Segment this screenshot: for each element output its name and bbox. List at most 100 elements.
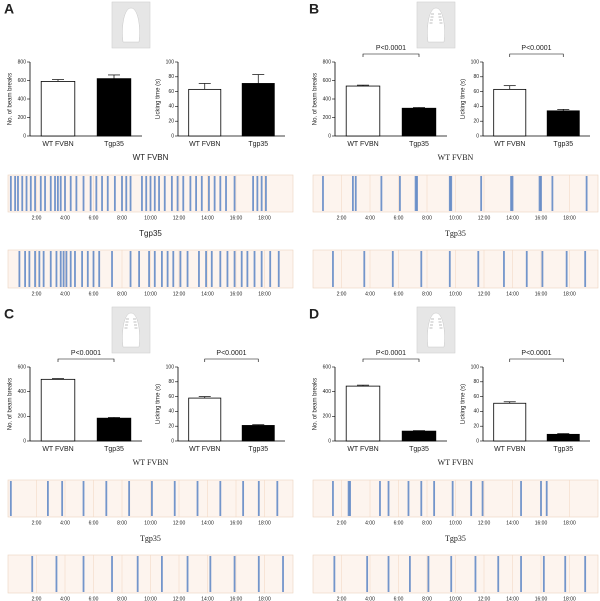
- y-tick-label: 100: [166, 364, 175, 370]
- y-tick-label: 0: [328, 438, 331, 444]
- y-tick-label: 800: [323, 59, 332, 65]
- x-tick-label: 6:00: [89, 215, 99, 221]
- bar: [493, 402, 527, 442]
- bar: [345, 85, 381, 137]
- significance-bracket: [204, 358, 259, 362]
- panel-label: C: [4, 306, 14, 322]
- y-axis-label: Licking time (s): [461, 384, 467, 424]
- x-tick-label: WT FVBN: [189, 141, 220, 148]
- x-tick-label: WT FVBN: [347, 141, 378, 148]
- y-tick-label: 400: [323, 96, 332, 102]
- icon-mouth: [427, 7, 445, 43]
- x-tick-label: 18:00: [258, 215, 271, 221]
- significance-bracket: [509, 358, 564, 362]
- y-tick-label: 20: [473, 424, 479, 430]
- x-tick-label: 12:00: [173, 291, 186, 297]
- y-tick-label: 60: [168, 394, 174, 400]
- x-tick-label: 8:00: [422, 596, 432, 601]
- x-tick-label: WT FVBN: [494, 141, 525, 148]
- x-tick-label: 4:00: [60, 215, 70, 221]
- y-axis-label: No. of beam breaks: [313, 378, 319, 430]
- timeline-title: Tgp35: [445, 229, 466, 238]
- x-tick-label: 16:00: [535, 291, 548, 297]
- x-tick-label: WT FVBN: [189, 446, 220, 453]
- x-tick-label: Tgp35: [248, 141, 268, 148]
- y-tick-label: 40: [168, 409, 174, 415]
- x-tick-label: Tgp35: [248, 446, 268, 453]
- x-tick-label: 4:00: [60, 520, 70, 526]
- x-tick-label: Tgp35: [104, 446, 124, 453]
- bar: [401, 107, 437, 137]
- y-tick-label: 0: [171, 438, 174, 444]
- y-tick-label: 400: [18, 96, 27, 102]
- bar: [188, 88, 222, 137]
- y-axis-label: No. of beam breaks: [8, 378, 14, 430]
- y-axis-label: Licking time (s): [156, 79, 162, 119]
- x-tick-label: 6:00: [89, 520, 99, 526]
- y-tick-label: 600: [323, 78, 332, 84]
- x-tick-label: Tgp35: [553, 446, 573, 453]
- y-tick-label: 800: [18, 59, 27, 65]
- y-tick-label: 20: [168, 119, 174, 125]
- x-tick-label: 10:00: [144, 215, 157, 221]
- p-value: P<0.0001: [521, 45, 551, 52]
- y-tick-label: 40: [473, 104, 479, 110]
- bar: [96, 78, 132, 137]
- x-tick-label: 10:00: [144, 291, 157, 297]
- timeline-title: Tgp35: [445, 534, 466, 543]
- significance-bracket: [57, 358, 115, 362]
- x-tick-label: WT FVBN: [494, 446, 525, 453]
- y-tick-label: 20: [473, 119, 479, 125]
- icon-mouth: [122, 7, 140, 43]
- x-tick-label: 6:00: [394, 291, 404, 297]
- x-tick-label: 16:00: [230, 291, 243, 297]
- x-tick-label: 18:00: [563, 291, 576, 297]
- x-tick-label: Tgp35: [409, 141, 429, 148]
- x-tick-label: 10:00: [449, 520, 462, 526]
- x-tick-label: 10:00: [449, 215, 462, 221]
- x-tick-label: 14:00: [506, 291, 519, 297]
- bar: [188, 397, 222, 442]
- x-tick-label: 12:00: [173, 596, 186, 601]
- x-tick-label: 6:00: [394, 520, 404, 526]
- x-tick-label: 2:00: [32, 596, 42, 601]
- y-tick-label: 200: [18, 115, 27, 121]
- panel-label: B: [309, 1, 319, 17]
- timeline-title: WT FVBN: [133, 153, 169, 162]
- y-tick-label: 600: [18, 78, 27, 84]
- x-tick-label: 8:00: [422, 291, 432, 297]
- x-tick-label: 18:00: [563, 596, 576, 601]
- y-tick-label: 200: [323, 115, 332, 121]
- y-tick-label: 20: [168, 424, 174, 430]
- x-tick-label: 18:00: [258, 291, 271, 297]
- x-tick-label: 4:00: [365, 596, 375, 601]
- bar: [40, 378, 76, 442]
- x-tick-label: 14:00: [201, 596, 214, 601]
- x-tick-label: 16:00: [535, 215, 548, 221]
- x-tick-label: 18:00: [563, 215, 576, 221]
- x-tick-label: 14:00: [201, 215, 214, 221]
- x-tick-label: 6:00: [89, 596, 99, 601]
- timeline-title: WT FVBN: [438, 458, 474, 467]
- x-tick-label: 8:00: [117, 215, 127, 221]
- x-tick-label: 18:00: [258, 520, 271, 526]
- y-tick-label: 0: [171, 133, 174, 139]
- bar: [546, 433, 580, 442]
- p-value: P<0.0001: [376, 45, 406, 52]
- y-tick-label: 0: [23, 133, 26, 139]
- bar: [493, 88, 527, 137]
- x-tick-label: Tgp35: [553, 141, 573, 148]
- significance-bracket: [362, 53, 420, 57]
- x-tick-label: 2:00: [337, 291, 347, 297]
- x-tick-label: 6:00: [394, 596, 404, 601]
- bar: [241, 83, 275, 137]
- x-tick-label: 2:00: [32, 215, 42, 221]
- x-tick-label: 14:00: [201, 291, 214, 297]
- y-tick-label: 100: [471, 364, 480, 370]
- x-tick-label: 10:00: [144, 596, 157, 601]
- y-axis-label: Licking time (s): [156, 384, 162, 424]
- x-tick-label: 4:00: [365, 520, 375, 526]
- x-tick-label: 2:00: [337, 596, 347, 601]
- x-tick-label: 16:00: [230, 596, 243, 601]
- x-tick-label: 14:00: [506, 520, 519, 526]
